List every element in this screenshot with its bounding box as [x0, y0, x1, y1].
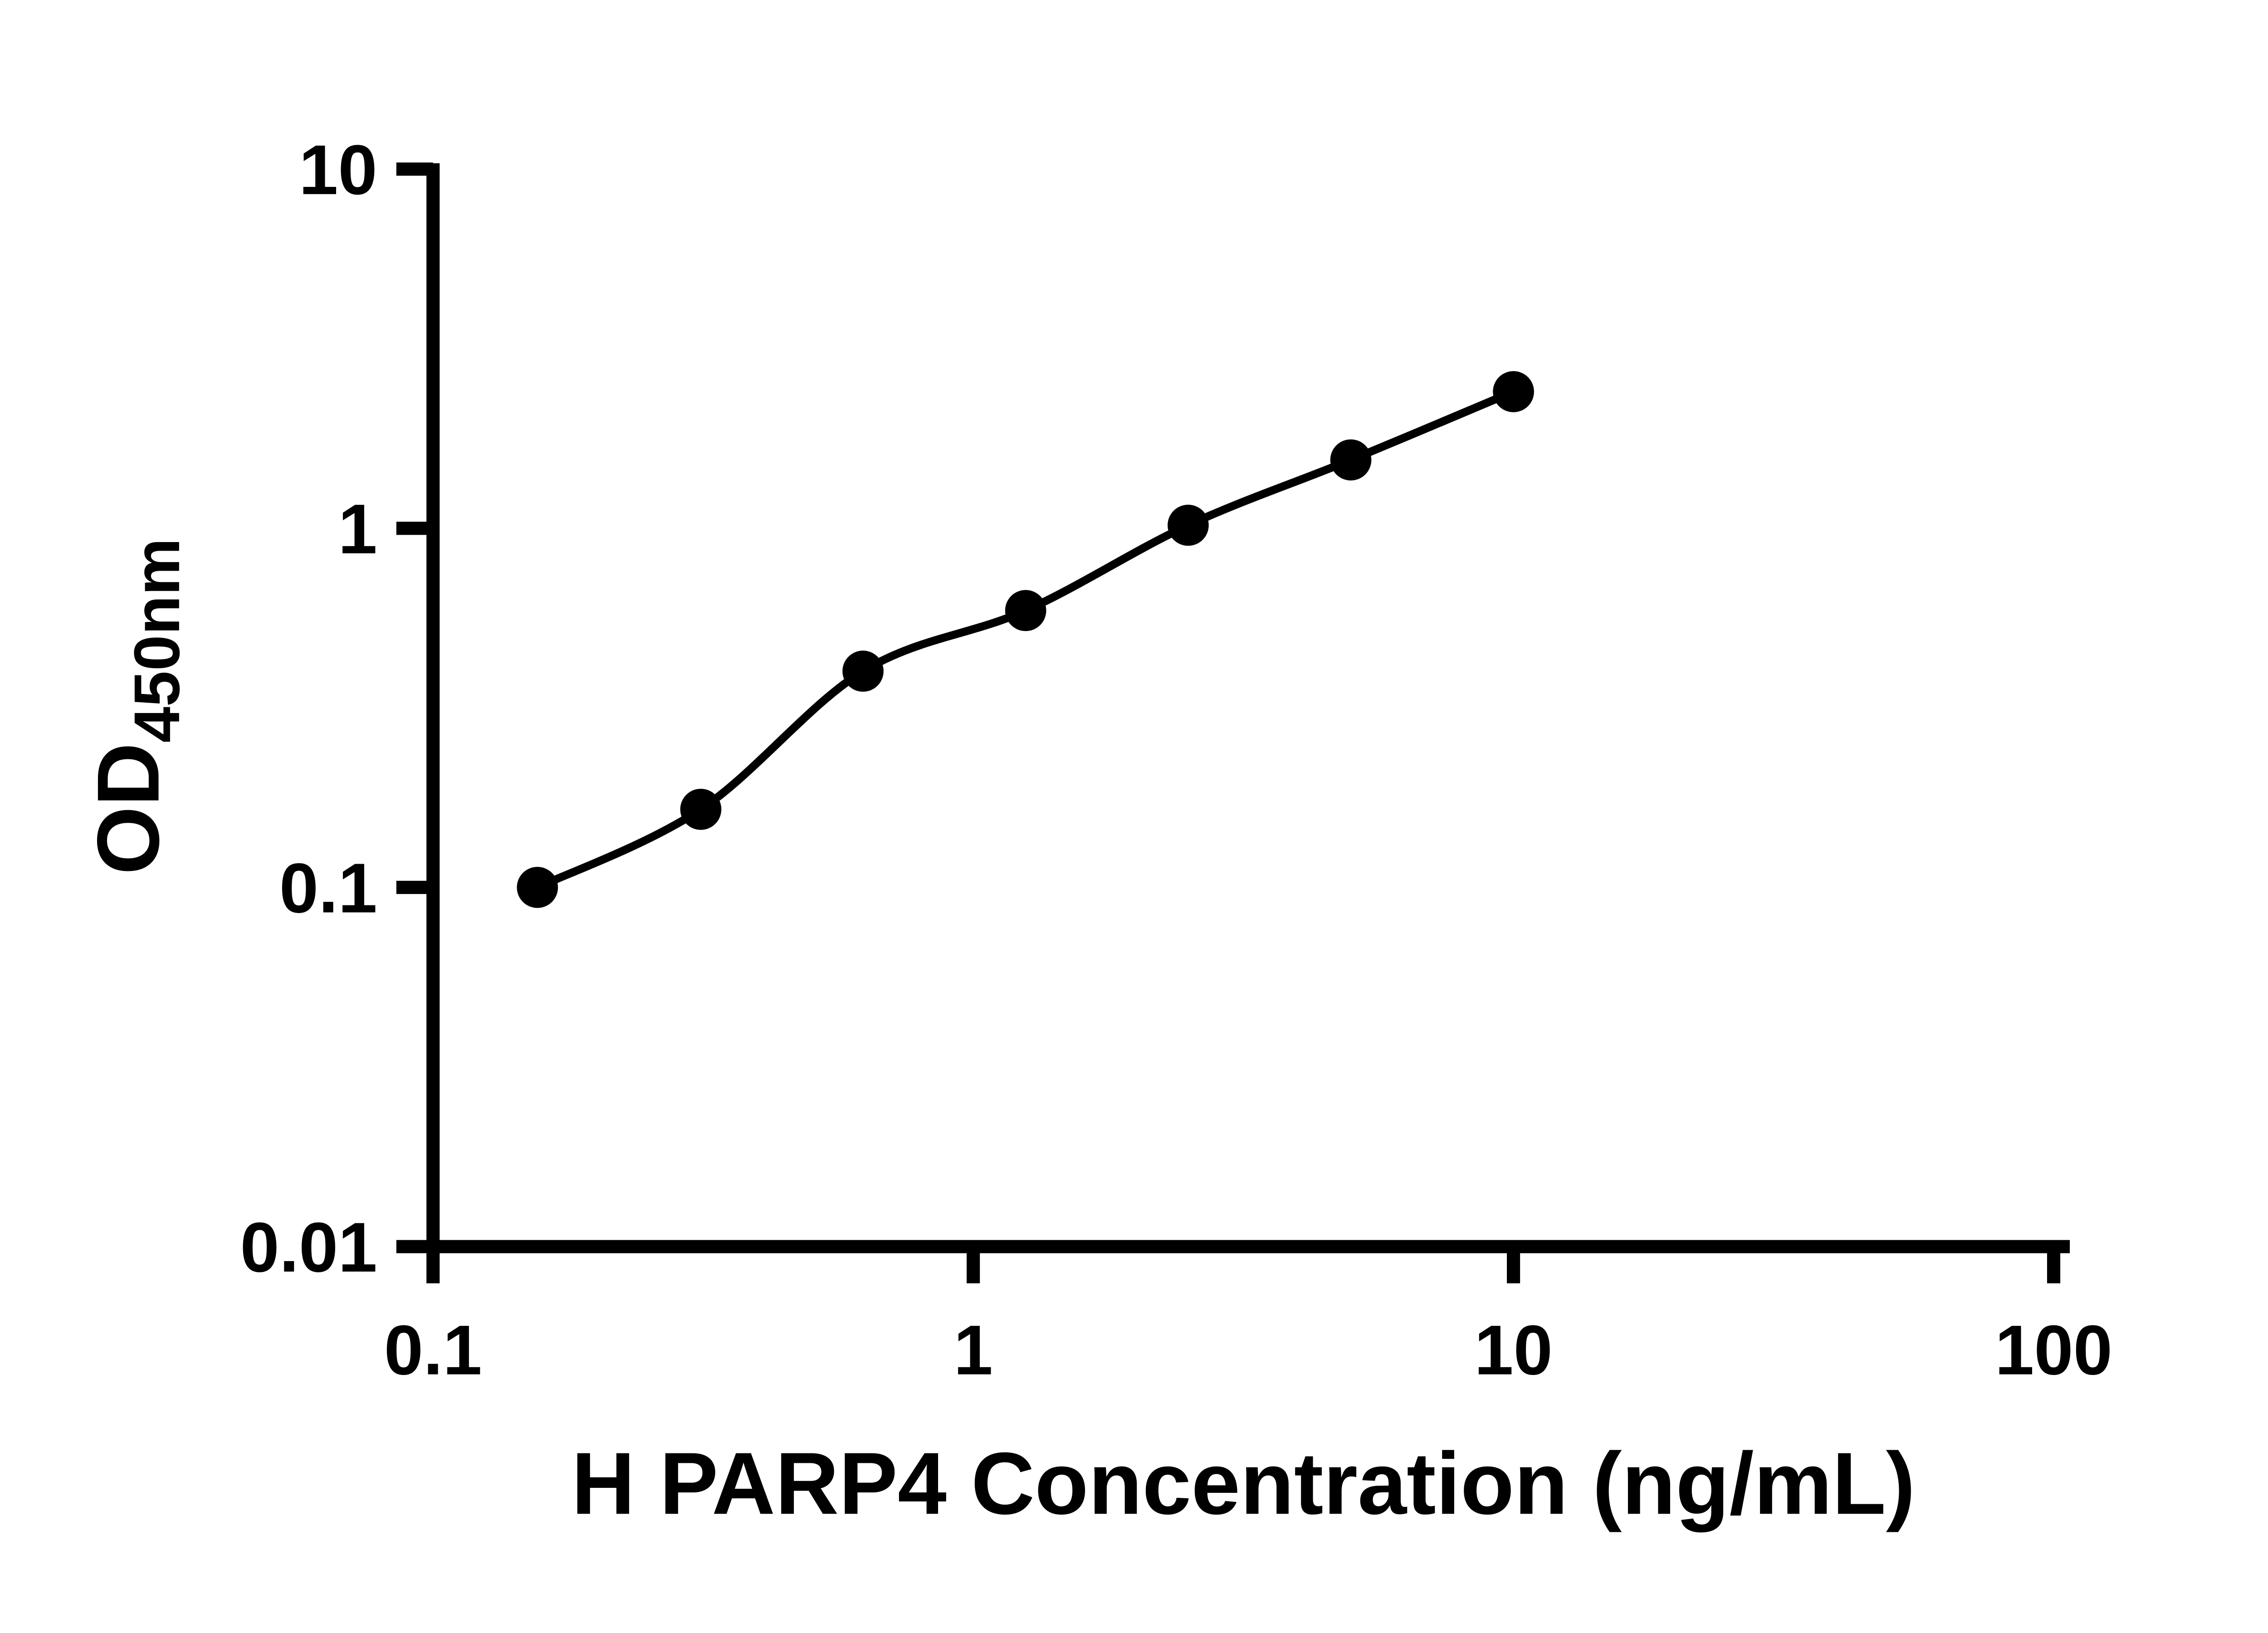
x-tick-label: 1	[953, 1310, 992, 1389]
axis-spine	[426, 163, 2070, 1253]
x-axis-title: H PARP4 Concentration (ng/mL)	[572, 1434, 1916, 1533]
y-axis-title: OD450nm	[79, 538, 193, 875]
data-point	[1168, 504, 1209, 546]
data-layer	[517, 371, 1534, 908]
x-tick-label: 100	[1995, 1310, 2112, 1389]
data-point	[1330, 439, 1372, 481]
y-tick-label: 1	[338, 489, 377, 568]
data-point	[1005, 590, 1046, 631]
y-tick-label: 10	[299, 130, 377, 209]
y-axis-title-subscript: 450nm	[121, 538, 193, 743]
y-tick-label: 0.1	[279, 848, 377, 927]
x-tick-label: 10	[1474, 1310, 1553, 1389]
x-tick-label: 0.1	[384, 1310, 482, 1389]
data-point	[517, 867, 558, 908]
data-point	[842, 650, 884, 692]
y-axis-title-main: OD	[79, 743, 178, 875]
data-point	[680, 788, 722, 830]
y-tick-label: 0.01	[240, 1208, 377, 1286]
data-point	[1493, 371, 1534, 412]
